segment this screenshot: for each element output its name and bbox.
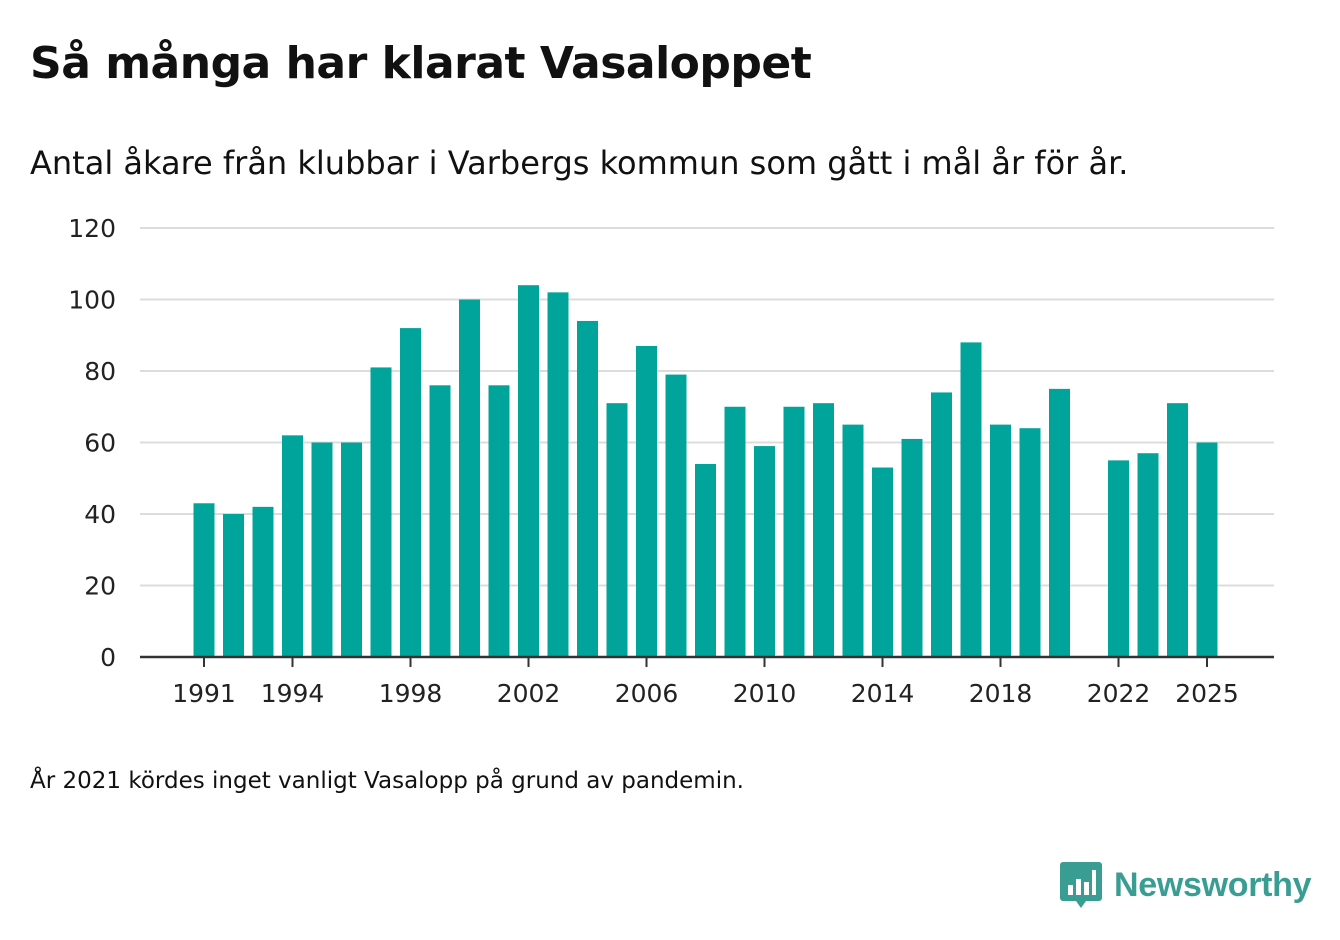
bar-2019[interactable] xyxy=(1019,428,1041,657)
bar-2010[interactable] xyxy=(754,446,775,657)
footnote: År 2021 kördes inget vanligt Vasalopp på… xyxy=(30,768,744,794)
bar-2003[interactable] xyxy=(547,292,569,657)
bar-chart-speech-bubble-icon xyxy=(1060,862,1102,908)
y-tick-label-0: 0 xyxy=(100,643,116,672)
bar-2024[interactable] xyxy=(1167,403,1188,657)
bar-2014[interactable] xyxy=(872,467,893,657)
bar-1997[interactable] xyxy=(370,367,392,657)
y-tick-label-40: 40 xyxy=(84,500,116,529)
bar-2008[interactable] xyxy=(695,463,716,657)
bar-2011[interactable] xyxy=(783,406,805,657)
bar-2016[interactable] xyxy=(931,392,952,657)
brand-logo[interactable]: Newsworthy xyxy=(1060,860,1312,910)
chart-title: Så många har klarat Vasaloppet xyxy=(30,38,812,89)
bar-2013[interactable] xyxy=(842,424,864,657)
y-tick-label-20: 20 xyxy=(84,572,116,601)
y-tick-label-120: 120 xyxy=(68,214,116,243)
x-tick-label-2002: 2002 xyxy=(497,679,561,708)
bar-1991[interactable] xyxy=(193,503,215,657)
bar-2020[interactable] xyxy=(1049,388,1070,657)
y-tick-label-60: 60 xyxy=(84,429,116,458)
bars xyxy=(193,285,1218,658)
bar-2017[interactable] xyxy=(960,342,982,657)
axes: 0 20 40 60 80 100 120 1991 1994 1998 2002 2006 2010 2… xyxy=(68,214,1274,708)
bar-2002[interactable] xyxy=(518,285,539,657)
bar-chart: 0 20 40 60 80 100 120 1991 1994 1998 2002 2006 2010 2… xyxy=(68,214,1274,708)
chart-subtitle: Antal åkare från klubbar i Varbergs komm… xyxy=(30,144,1129,182)
x-tick-label-2006: 2006 xyxy=(615,679,679,708)
bar-1998[interactable] xyxy=(400,328,421,657)
bar-2000[interactable] xyxy=(459,299,480,658)
bar-2009[interactable] xyxy=(724,406,746,657)
bar-2004[interactable] xyxy=(577,320,598,657)
x-tick-label-2014: 2014 xyxy=(851,679,915,708)
bar-2012[interactable] xyxy=(813,403,834,657)
bar-2022[interactable] xyxy=(1108,460,1129,657)
bar-2005[interactable] xyxy=(606,403,628,657)
bar-1999[interactable] xyxy=(429,385,451,657)
bar-1996[interactable] xyxy=(341,442,362,658)
bar-2007[interactable] xyxy=(665,374,687,657)
x-tick-label-2010: 2010 xyxy=(733,679,797,708)
x-tick-label-1991: 1991 xyxy=(172,679,236,708)
x-tick-label-2022: 2022 xyxy=(1087,679,1151,708)
bar-2006[interactable] xyxy=(636,345,657,657)
bar-2023[interactable] xyxy=(1137,453,1159,657)
bar-1993[interactable] xyxy=(252,506,274,657)
bar-1995[interactable] xyxy=(311,442,333,658)
x-tick-label-2025: 2025 xyxy=(1175,679,1239,708)
bar-1992[interactable] xyxy=(223,514,244,657)
bar-1994[interactable] xyxy=(282,435,303,657)
bar-2025[interactable] xyxy=(1196,442,1218,658)
x-tick-label-1994: 1994 xyxy=(261,679,325,708)
bar-2015[interactable] xyxy=(901,438,923,657)
x-tick-label-1998: 1998 xyxy=(379,679,443,708)
y-tick-label-80: 80 xyxy=(84,357,116,386)
x-tick-label-2018: 2018 xyxy=(969,679,1033,708)
bar-2018[interactable] xyxy=(990,424,1011,657)
bar-2001[interactable] xyxy=(488,385,510,657)
y-tick-label-100: 100 xyxy=(68,286,116,315)
brand-name: Newsworthy xyxy=(1114,865,1312,904)
